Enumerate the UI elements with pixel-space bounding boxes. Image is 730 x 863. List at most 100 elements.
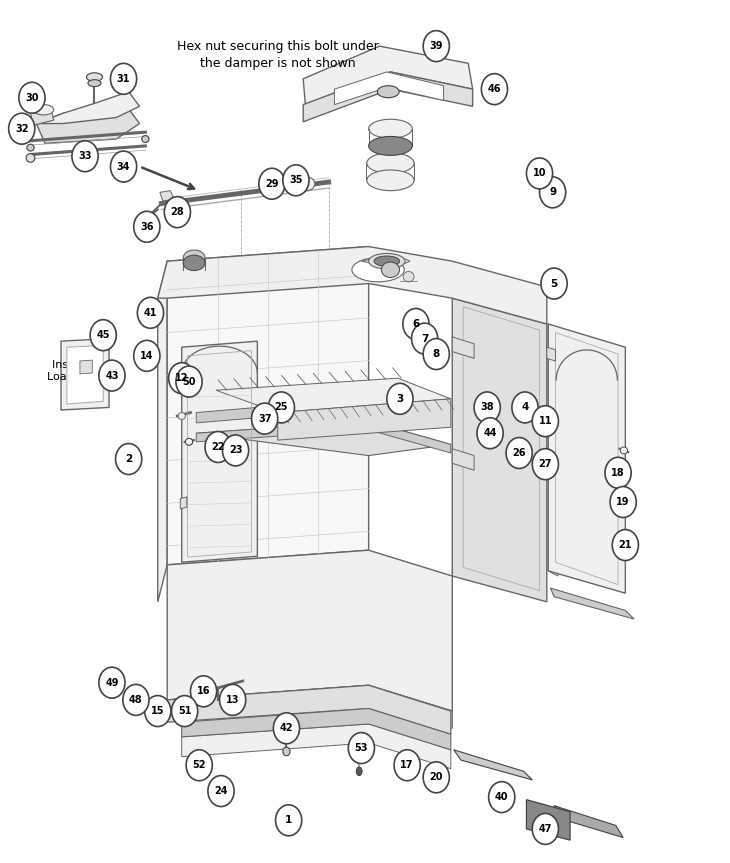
Text: 13: 13: [226, 695, 239, 705]
Ellipse shape: [183, 255, 205, 271]
Circle shape: [423, 762, 450, 793]
Circle shape: [208, 776, 234, 807]
Text: 23: 23: [228, 445, 242, 456]
Polygon shape: [550, 588, 634, 619]
Circle shape: [72, 141, 98, 172]
Polygon shape: [196, 406, 277, 423]
Circle shape: [99, 667, 125, 698]
Ellipse shape: [134, 690, 142, 697]
Circle shape: [605, 457, 631, 488]
Polygon shape: [216, 378, 451, 413]
Text: 29: 29: [265, 179, 279, 189]
Text: 43: 43: [105, 370, 119, 381]
Text: 21: 21: [618, 540, 632, 550]
Text: 52: 52: [193, 760, 206, 771]
Text: 10: 10: [533, 168, 546, 179]
Text: 47: 47: [539, 824, 552, 834]
Circle shape: [90, 319, 116, 350]
Circle shape: [532, 814, 558, 844]
Text: 49: 49: [105, 677, 119, 688]
Ellipse shape: [88, 79, 101, 86]
Circle shape: [474, 392, 500, 423]
Text: 17: 17: [401, 760, 414, 771]
Polygon shape: [547, 347, 556, 361]
Text: Hex nut securing this bolt under
the damper is not shown: Hex nut securing this bolt under the dam…: [177, 40, 379, 70]
Ellipse shape: [34, 104, 54, 115]
Circle shape: [477, 418, 503, 449]
Ellipse shape: [299, 177, 315, 191]
Circle shape: [172, 696, 198, 727]
Circle shape: [275, 805, 301, 835]
Circle shape: [191, 676, 217, 707]
Text: 19: 19: [616, 497, 630, 507]
Circle shape: [610, 487, 637, 518]
Polygon shape: [67, 345, 103, 404]
Circle shape: [115, 444, 142, 475]
Polygon shape: [158, 247, 547, 324]
Ellipse shape: [142, 135, 149, 142]
Text: 3: 3: [396, 394, 404, 404]
Polygon shape: [180, 362, 187, 375]
Circle shape: [423, 30, 450, 61]
Circle shape: [110, 151, 137, 182]
Ellipse shape: [369, 119, 412, 138]
Circle shape: [273, 713, 299, 744]
Circle shape: [169, 362, 195, 394]
Ellipse shape: [186, 704, 192, 709]
Ellipse shape: [377, 85, 399, 98]
Ellipse shape: [183, 250, 205, 266]
Polygon shape: [167, 685, 451, 734]
Polygon shape: [453, 337, 474, 358]
Polygon shape: [548, 324, 626, 593]
Circle shape: [252, 403, 277, 434]
Ellipse shape: [352, 258, 404, 282]
Circle shape: [164, 197, 191, 228]
Circle shape: [220, 684, 246, 715]
Circle shape: [488, 782, 515, 813]
Polygon shape: [167, 551, 453, 711]
Polygon shape: [453, 298, 547, 602]
Text: 30: 30: [25, 92, 39, 103]
Text: 40: 40: [495, 792, 509, 802]
Text: 42: 42: [280, 723, 293, 734]
Circle shape: [532, 449, 558, 480]
Text: 31: 31: [117, 74, 131, 84]
Circle shape: [223, 435, 249, 466]
Circle shape: [512, 392, 538, 423]
Text: 45: 45: [96, 331, 110, 340]
Circle shape: [145, 696, 171, 727]
Text: 16: 16: [197, 686, 210, 696]
Text: 25: 25: [274, 402, 288, 413]
Polygon shape: [160, 191, 174, 201]
Circle shape: [387, 383, 413, 414]
Ellipse shape: [156, 705, 164, 712]
Polygon shape: [277, 399, 451, 440]
Text: 36: 36: [140, 222, 153, 232]
Circle shape: [19, 82, 45, 113]
Text: 37: 37: [258, 413, 272, 424]
Circle shape: [186, 750, 212, 781]
Text: Inside of
Load Door: Inside of Load Door: [47, 360, 104, 382]
Ellipse shape: [366, 153, 414, 173]
Circle shape: [348, 733, 374, 764]
Circle shape: [205, 432, 231, 463]
Ellipse shape: [369, 136, 412, 155]
Polygon shape: [36, 91, 139, 123]
Circle shape: [137, 298, 164, 328]
Circle shape: [532, 406, 558, 437]
Text: 4: 4: [521, 402, 529, 413]
Ellipse shape: [283, 747, 290, 756]
Polygon shape: [182, 709, 451, 750]
Polygon shape: [158, 261, 167, 602]
Text: 53: 53: [355, 743, 368, 753]
Text: 8: 8: [433, 349, 440, 359]
Circle shape: [412, 323, 438, 354]
Polygon shape: [303, 46, 472, 104]
Polygon shape: [167, 685, 453, 728]
Polygon shape: [361, 255, 410, 268]
Text: 6: 6: [412, 319, 420, 329]
Text: 38: 38: [480, 402, 494, 413]
Ellipse shape: [403, 272, 414, 282]
Circle shape: [176, 366, 202, 397]
Text: 35: 35: [289, 175, 303, 186]
